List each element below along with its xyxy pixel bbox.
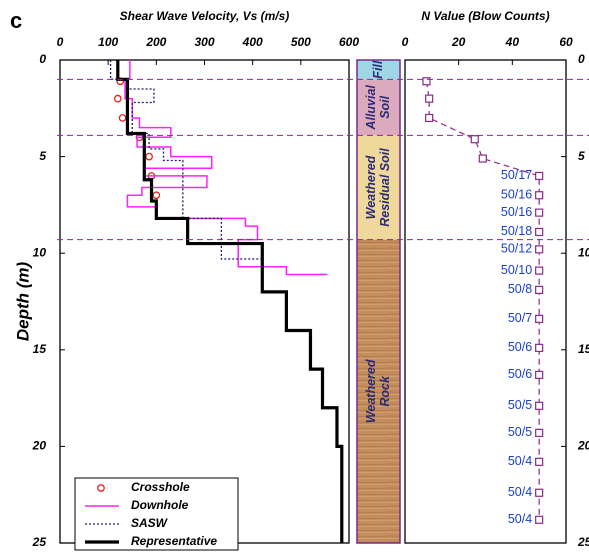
point-marker — [535, 245, 544, 254]
point-marker — [535, 428, 544, 437]
y-tick-label: 20 — [32, 439, 47, 453]
stratum-label: Residual Soil — [378, 148, 392, 227]
x-tick-label: 0 — [57, 35, 64, 49]
value-label: 50/12 — [501, 242, 532, 256]
point-marker — [152, 191, 161, 200]
value-label: 50/8 — [508, 282, 532, 296]
stratum — [357, 79, 400, 136]
point-marker — [478, 154, 487, 163]
x-tick-label: 300 — [194, 35, 214, 49]
value-label: 50/4 — [508, 512, 532, 526]
point-marker — [535, 401, 544, 410]
point-marker — [535, 457, 544, 466]
point-marker — [470, 135, 479, 144]
chart-title: N Value (Blow Counts) — [421, 9, 549, 23]
value-label: 50/17 — [501, 168, 532, 182]
y-tick-label: 10 — [578, 245, 589, 259]
point-marker — [535, 171, 544, 181]
value-label: 50/16 — [501, 205, 532, 219]
x-tick-label: 200 — [145, 35, 166, 49]
x-tick-label: 40 — [505, 35, 520, 49]
stratum-label: Soil — [378, 95, 392, 118]
value-label: 50/4 — [508, 485, 532, 499]
y-tick-label: 0 — [39, 52, 46, 66]
stratum — [357, 60, 400, 80]
point-marker — [113, 94, 122, 103]
value-label: 50/4 — [508, 454, 532, 468]
point-marker — [535, 343, 544, 352]
x-tick-label: 0 — [402, 35, 409, 49]
stratum-label: Alluvial — [364, 85, 378, 131]
chart-title: Shear Wave Velocity, Vs (m/s) — [120, 9, 290, 23]
plot-frame — [59, 59, 350, 544]
point-marker — [422, 77, 431, 86]
value-label: 50/16 — [501, 188, 532, 202]
y-tick-label: 15 — [33, 342, 47, 356]
panel-label: c — [10, 8, 22, 33]
y-tick-label: 25 — [32, 535, 47, 549]
y-tick-label: 5 — [578, 149, 585, 163]
stratum-label: Fill — [371, 60, 385, 79]
y-tick-label: 25 — [577, 535, 589, 549]
point-marker — [425, 113, 434, 123]
point-marker — [535, 208, 544, 217]
stratum-label: Weathered — [364, 155, 378, 219]
legend-label: Downhole — [131, 498, 189, 512]
value-label: 50/18 — [501, 224, 532, 238]
point-marker — [535, 227, 544, 237]
legend-label: SASW — [131, 516, 169, 530]
point-marker — [425, 94, 434, 103]
stratum — [357, 135, 400, 240]
value-label: 50/10 — [501, 263, 532, 277]
y-tick-label: 20 — [577, 439, 589, 453]
point-marker — [535, 370, 544, 380]
x-tick-label: 500 — [291, 35, 311, 49]
x-tick-label: 600 — [339, 35, 359, 49]
legend: Crosshole Downhole SASW Representative — [74, 477, 239, 551]
stratum-texture — [357, 239, 400, 543]
legend-box — [74, 477, 239, 551]
value-label: 50/7 — [508, 311, 532, 325]
stratum-label: Rock — [378, 375, 392, 407]
value-label: 50/5 — [508, 425, 532, 439]
legend-label: Crosshole — [131, 480, 190, 494]
point-marker — [145, 152, 153, 161]
legend-label: Representative — [131, 534, 217, 548]
point-marker — [535, 488, 544, 497]
y-axis-label: Depth (m) — [13, 262, 32, 342]
point-marker — [535, 314, 544, 323]
point-marker — [535, 266, 544, 275]
point-marker — [535, 515, 544, 524]
value-label: 50/6 — [508, 367, 532, 381]
series-line — [116, 60, 344, 543]
value-label: 50/6 — [508, 340, 532, 354]
y-tick-label: 10 — [33, 245, 47, 259]
y-tick-label: 15 — [578, 342, 589, 356]
legend-swatch — [97, 484, 105, 492]
x-tick-label: 20 — [451, 35, 466, 49]
stratum-label: Weathered — [364, 359, 378, 423]
value-label: 50/5 — [508, 398, 532, 412]
point-marker — [118, 114, 127, 122]
plot-frame — [404, 59, 567, 544]
x-tick-label: 100 — [98, 35, 118, 49]
point-marker — [535, 191, 544, 200]
x-tick-label: 60 — [559, 35, 573, 49]
strata-frame — [356, 59, 401, 544]
y-tick-label: 0 — [578, 52, 585, 66]
x-tick-label: 400 — [242, 35, 263, 49]
point-marker — [535, 285, 544, 295]
y-tick-label: 5 — [39, 149, 46, 163]
